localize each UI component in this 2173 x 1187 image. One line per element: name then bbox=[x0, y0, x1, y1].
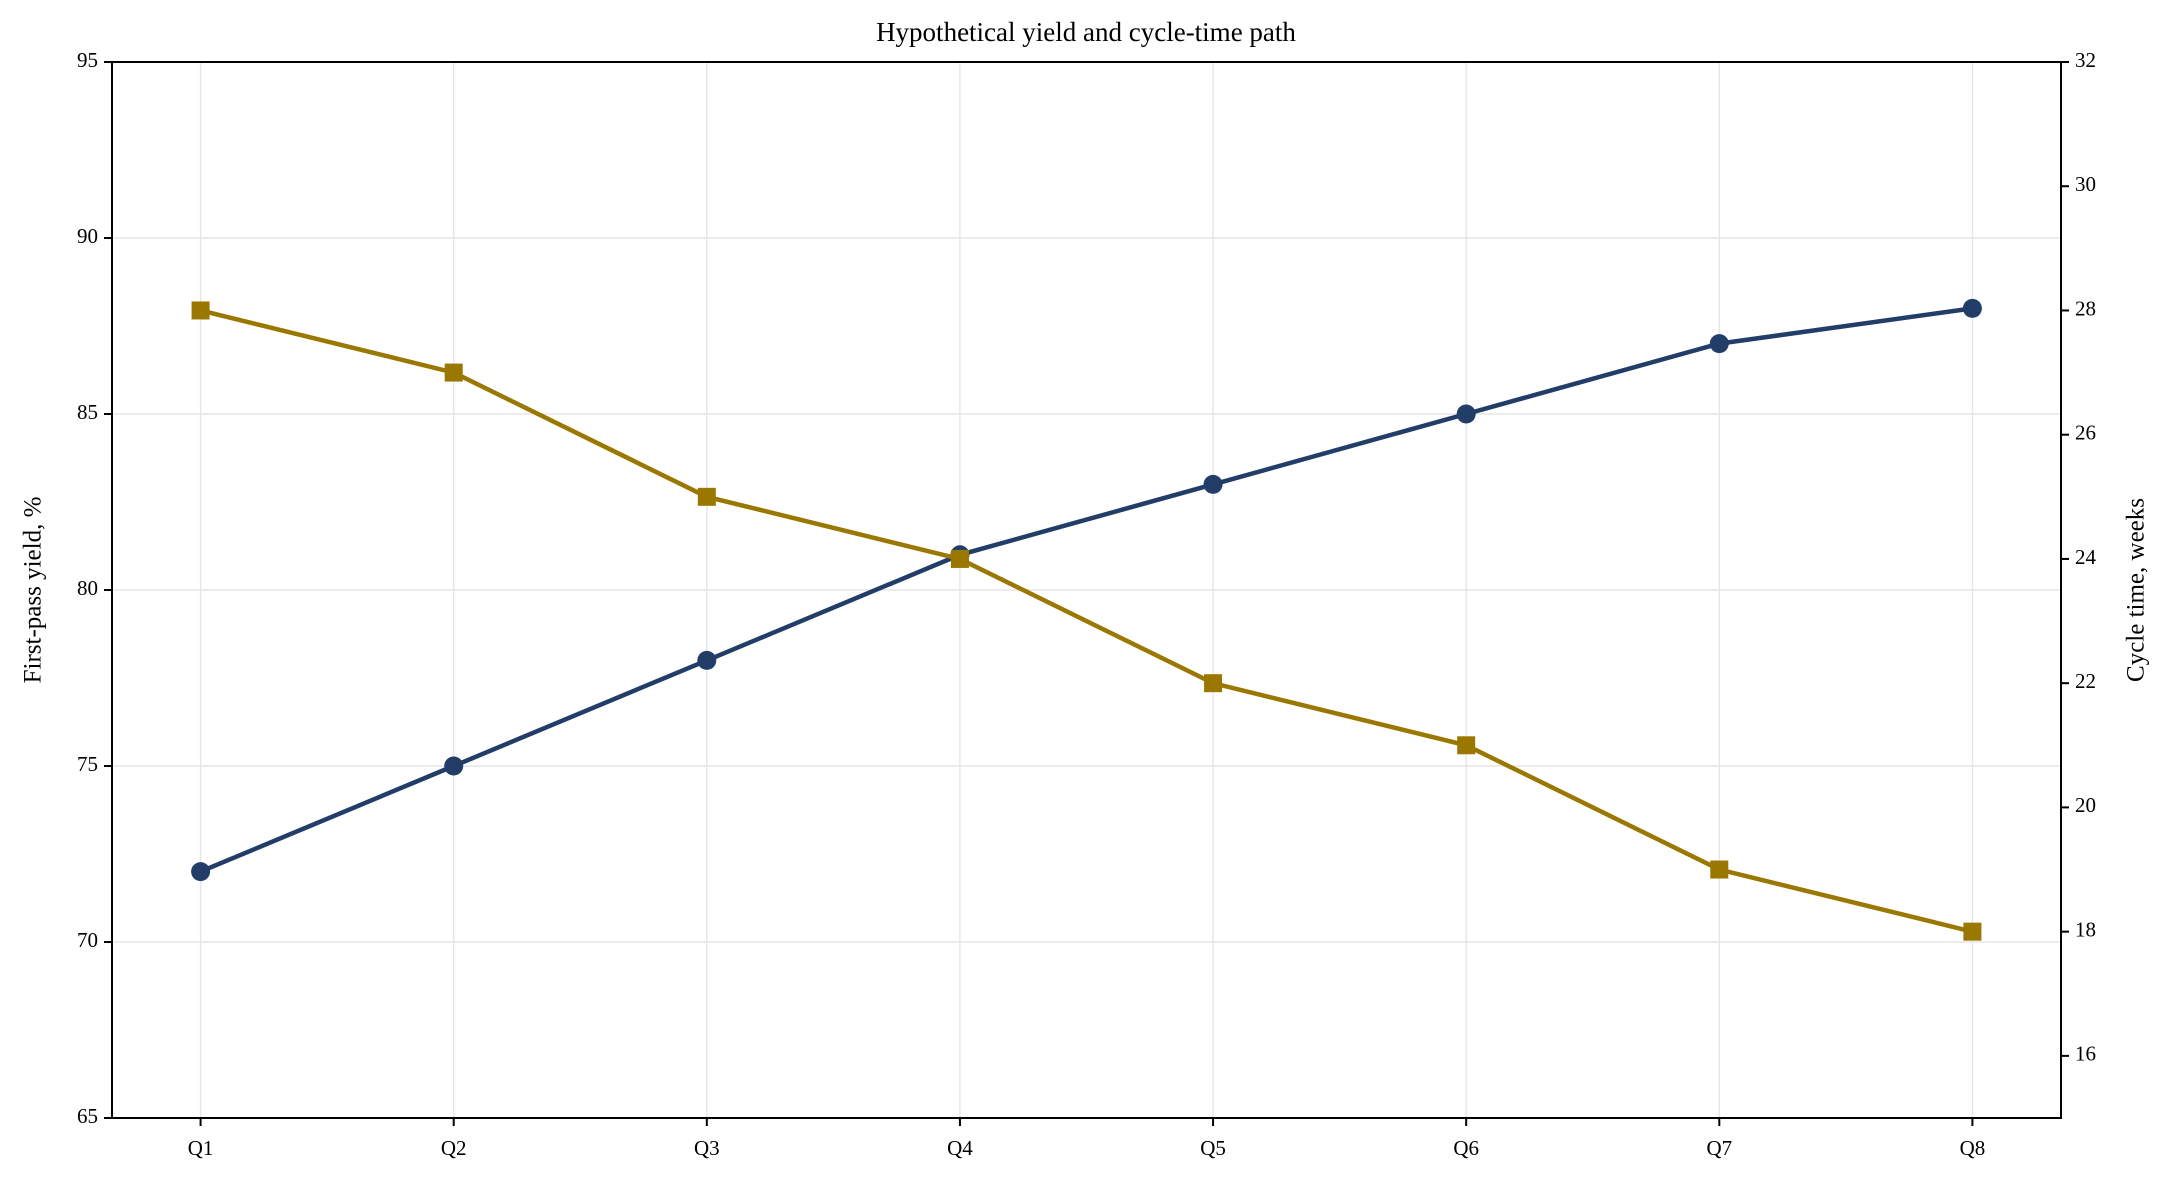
y-tick-label: 75 bbox=[77, 752, 98, 776]
y2-tick-label: 32 bbox=[2075, 48, 2096, 72]
marker bbox=[697, 650, 717, 670]
plot-frame bbox=[111, 61, 2062, 1119]
y2-tick-label: 28 bbox=[2075, 296, 2096, 320]
x-tick-label: Q8 bbox=[1960, 1136, 1986, 1160]
marker bbox=[444, 363, 463, 382]
y2-tick-label: 24 bbox=[2075, 545, 2097, 569]
marker bbox=[950, 549, 969, 568]
line bbox=[199, 306, 1973, 874]
x-tick-label: Q7 bbox=[1706, 1136, 1732, 1160]
x-tick-label: Q2 bbox=[441, 1136, 467, 1160]
chart-title: Hypothetical yield and cycle-time path bbox=[876, 17, 1296, 47]
x-tick-label: Q1 bbox=[188, 1136, 214, 1160]
marker bbox=[1709, 334, 1729, 354]
y-tick-label: 90 bbox=[77, 224, 98, 248]
x-tick-label: Q4 bbox=[947, 1136, 973, 1160]
y2-tick-label: 26 bbox=[2075, 421, 2096, 445]
x-tick-label: Q3 bbox=[694, 1136, 720, 1160]
marker bbox=[1457, 736, 1476, 755]
y2-axis-label: Cycle time, weeks bbox=[2123, 498, 2150, 682]
marker bbox=[1204, 674, 1223, 693]
y2-tick-label: 30 bbox=[2075, 172, 2096, 196]
marker bbox=[191, 862, 211, 882]
marker bbox=[444, 756, 464, 776]
marker bbox=[1456, 404, 1476, 424]
y2-tick-label: 20 bbox=[2075, 793, 2096, 817]
x-tick-label: Q6 bbox=[1453, 1136, 1479, 1160]
marker bbox=[697, 487, 716, 506]
y2-tick-label: 18 bbox=[2075, 917, 2096, 941]
y-tick-label: 65 bbox=[77, 1104, 98, 1128]
y-axis-label: First-pass yield, % bbox=[20, 497, 47, 684]
y2-tick-label: 22 bbox=[2075, 669, 2096, 693]
y2-tick-label: 16 bbox=[2075, 1042, 2096, 1066]
y-tick-label: 85 bbox=[77, 400, 98, 424]
line bbox=[200, 308, 1973, 934]
y-tick-label: 95 bbox=[77, 48, 98, 72]
marker bbox=[1962, 298, 1982, 318]
marker bbox=[1203, 474, 1223, 494]
marker bbox=[1710, 860, 1729, 879]
y-tick-label: 80 bbox=[77, 576, 98, 600]
x-tick-label: Q5 bbox=[1200, 1136, 1226, 1160]
marker bbox=[1963, 922, 1982, 941]
marker bbox=[191, 301, 210, 320]
y-tick-label: 70 bbox=[77, 928, 98, 952]
